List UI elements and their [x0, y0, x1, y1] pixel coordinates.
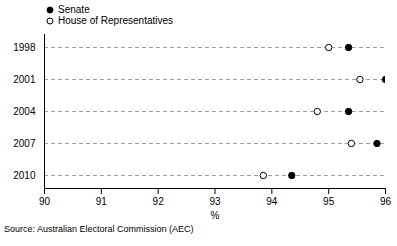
svg-text:90: 90	[39, 196, 51, 207]
svg-text:92: 92	[153, 196, 165, 207]
svg-text:91: 91	[96, 196, 108, 207]
svg-text:%: %	[211, 210, 220, 221]
svg-text:2010: 2010	[13, 170, 36, 181]
svg-text:95: 95	[323, 196, 335, 207]
svg-text:2001: 2001	[13, 74, 36, 85]
svg-text:94: 94	[266, 196, 278, 207]
svg-text:96: 96	[380, 196, 392, 207]
html-text:Senate: Senate	[58, 4, 90, 15]
svg-text:1998: 1998	[13, 42, 36, 53]
svg-text:2007: 2007	[13, 138, 36, 149]
html-text:Source: Australian Electoral C: Source: Australian Electoral Commission …	[4, 224, 194, 234]
html-text:House of Representatives: House of Representatives	[58, 15, 174, 26]
svg-text:93: 93	[209, 196, 221, 207]
svg-text:2004: 2004	[13, 106, 36, 117]
